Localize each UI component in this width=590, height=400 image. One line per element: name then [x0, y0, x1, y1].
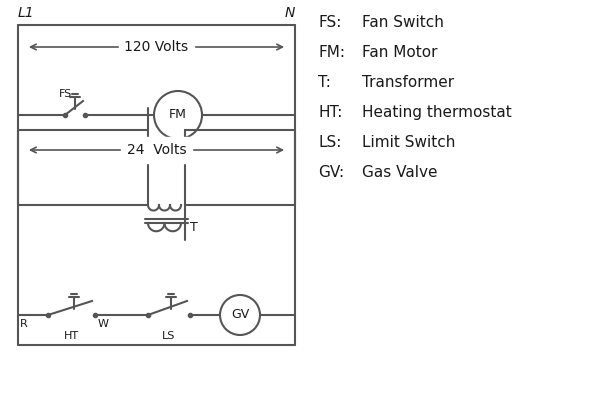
Text: LS:: LS:	[318, 135, 342, 150]
Text: W: W	[98, 319, 109, 329]
Text: 120 Volts: 120 Volts	[124, 40, 189, 54]
Text: LS: LS	[162, 331, 176, 341]
Text: GV:: GV:	[318, 165, 344, 180]
Text: FM:: FM:	[318, 45, 345, 60]
Text: 24  Volts: 24 Volts	[127, 143, 186, 157]
Text: Gas Valve: Gas Valve	[362, 165, 438, 180]
Text: Transformer: Transformer	[362, 75, 454, 90]
Text: T:: T:	[318, 75, 331, 90]
Text: R: R	[20, 319, 28, 329]
Text: Fan Motor: Fan Motor	[362, 45, 438, 60]
Text: FS: FS	[58, 89, 71, 99]
Text: HT: HT	[64, 331, 79, 341]
Text: T: T	[190, 221, 198, 234]
Text: Fan Switch: Fan Switch	[362, 15, 444, 30]
Text: L1: L1	[18, 6, 35, 20]
Text: Limit Switch: Limit Switch	[362, 135, 455, 150]
Text: Heating thermostat: Heating thermostat	[362, 105, 512, 120]
Text: HT:: HT:	[318, 105, 342, 120]
Text: N: N	[284, 6, 295, 20]
Text: FM: FM	[169, 108, 187, 122]
Text: FS:: FS:	[318, 15, 342, 30]
Text: GV: GV	[231, 308, 249, 322]
